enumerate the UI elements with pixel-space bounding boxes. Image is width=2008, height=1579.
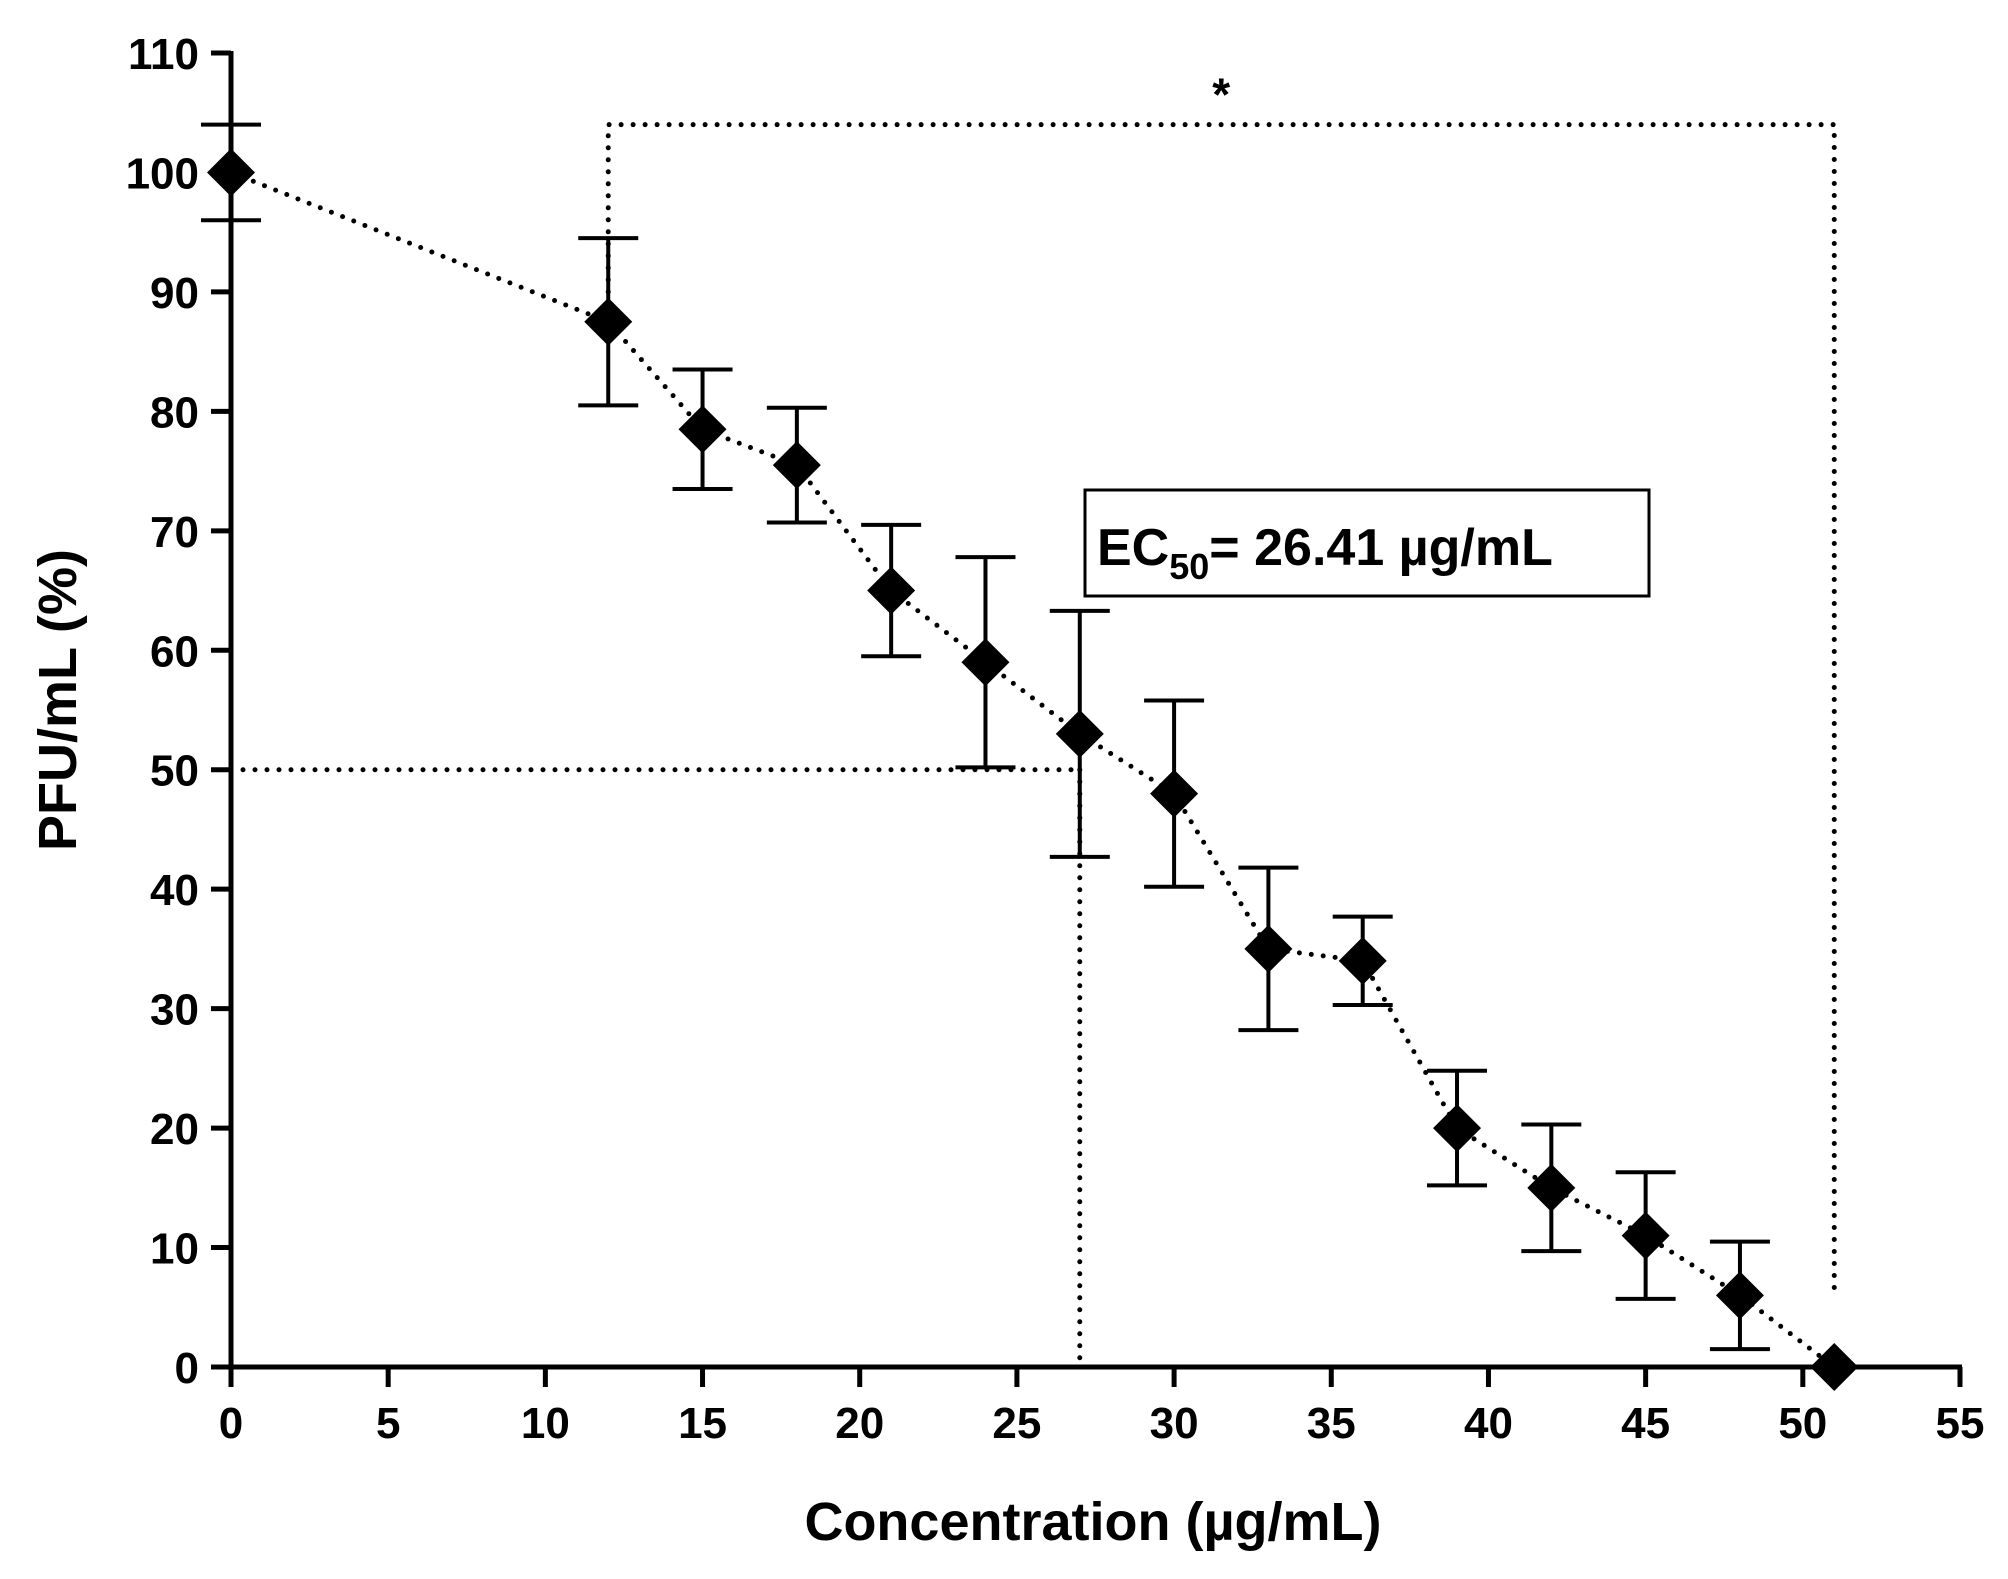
data-point (678, 405, 727, 454)
data-point (867, 566, 916, 615)
data-points (207, 148, 1859, 1391)
ec50-box (1083, 488, 1651, 598)
x-tick-label: 15 (678, 1399, 727, 1448)
y-tick-label: 20 (150, 1105, 199, 1154)
y-tick-label: 70 (150, 508, 199, 557)
y-axis-title: PFU/mL (%) (28, 549, 88, 851)
data-point (961, 638, 1010, 687)
y-tick-label: 90 (150, 269, 199, 318)
data-point (772, 441, 821, 490)
error-bars (201, 122, 1770, 1352)
significance-star: * (1212, 69, 1230, 121)
x-tick-label: 25 (992, 1399, 1041, 1448)
x-tick-label: 50 (1778, 1399, 1827, 1448)
data-point (1055, 709, 1104, 758)
x-tick-label: 0 (219, 1399, 243, 1448)
x-axis-title: Concentration (µg/mL) (804, 1492, 1381, 1552)
data-point (1527, 1163, 1576, 1212)
x-tick-label: 5 (376, 1399, 400, 1448)
data-point (1244, 924, 1293, 973)
y-tick-label: 50 (150, 747, 199, 796)
ec50-label: EC50= 26.41 µg/mL (1097, 519, 1553, 587)
x-tick-label: 45 (1621, 1399, 1670, 1448)
data-point (1433, 1104, 1482, 1153)
ec50-subscript: 50 (1169, 546, 1209, 587)
x-tick-label: 20 (835, 1399, 884, 1448)
x-tick-label: 40 (1464, 1399, 1513, 1448)
data-point (1621, 1211, 1670, 1260)
y-tick-label: 10 (150, 1225, 199, 1274)
x-tick-label: 55 (1936, 1399, 1985, 1448)
y-tick-label: 110 (128, 30, 199, 79)
y-tick-label: 100 (126, 149, 199, 198)
y-tick-label: 80 (150, 388, 199, 437)
ec50-prefix: EC (1097, 519, 1169, 577)
x-tick-label: 35 (1307, 1399, 1356, 1448)
data-point (1715, 1271, 1764, 1320)
y-tick-label: 40 (150, 866, 199, 915)
guide-lines (228, 122, 1837, 1370)
ec50-value: = 26.41 µg/mL (1209, 519, 1553, 577)
y-tick-label: 30 (150, 986, 199, 1035)
x-axis: 0 5 10 15 20 25 30 35 40 45 50 55 (219, 1364, 1985, 1448)
significance-bracket (605, 122, 1837, 1298)
ec50-annotation: EC50= 26.41 µg/mL (1083, 488, 1651, 598)
y-tick-label: 0 (175, 1344, 199, 1393)
data-point (1150, 769, 1199, 818)
data-point (1338, 936, 1387, 985)
data-point (584, 297, 633, 346)
x-tick-label: 30 (1150, 1399, 1199, 1448)
y-tick-label: 60 (150, 627, 199, 676)
x-tick-label: 10 (521, 1399, 570, 1448)
y-axis: 0 10 20 30 40 50 60 70 80 90 100 110 (126, 30, 234, 1393)
